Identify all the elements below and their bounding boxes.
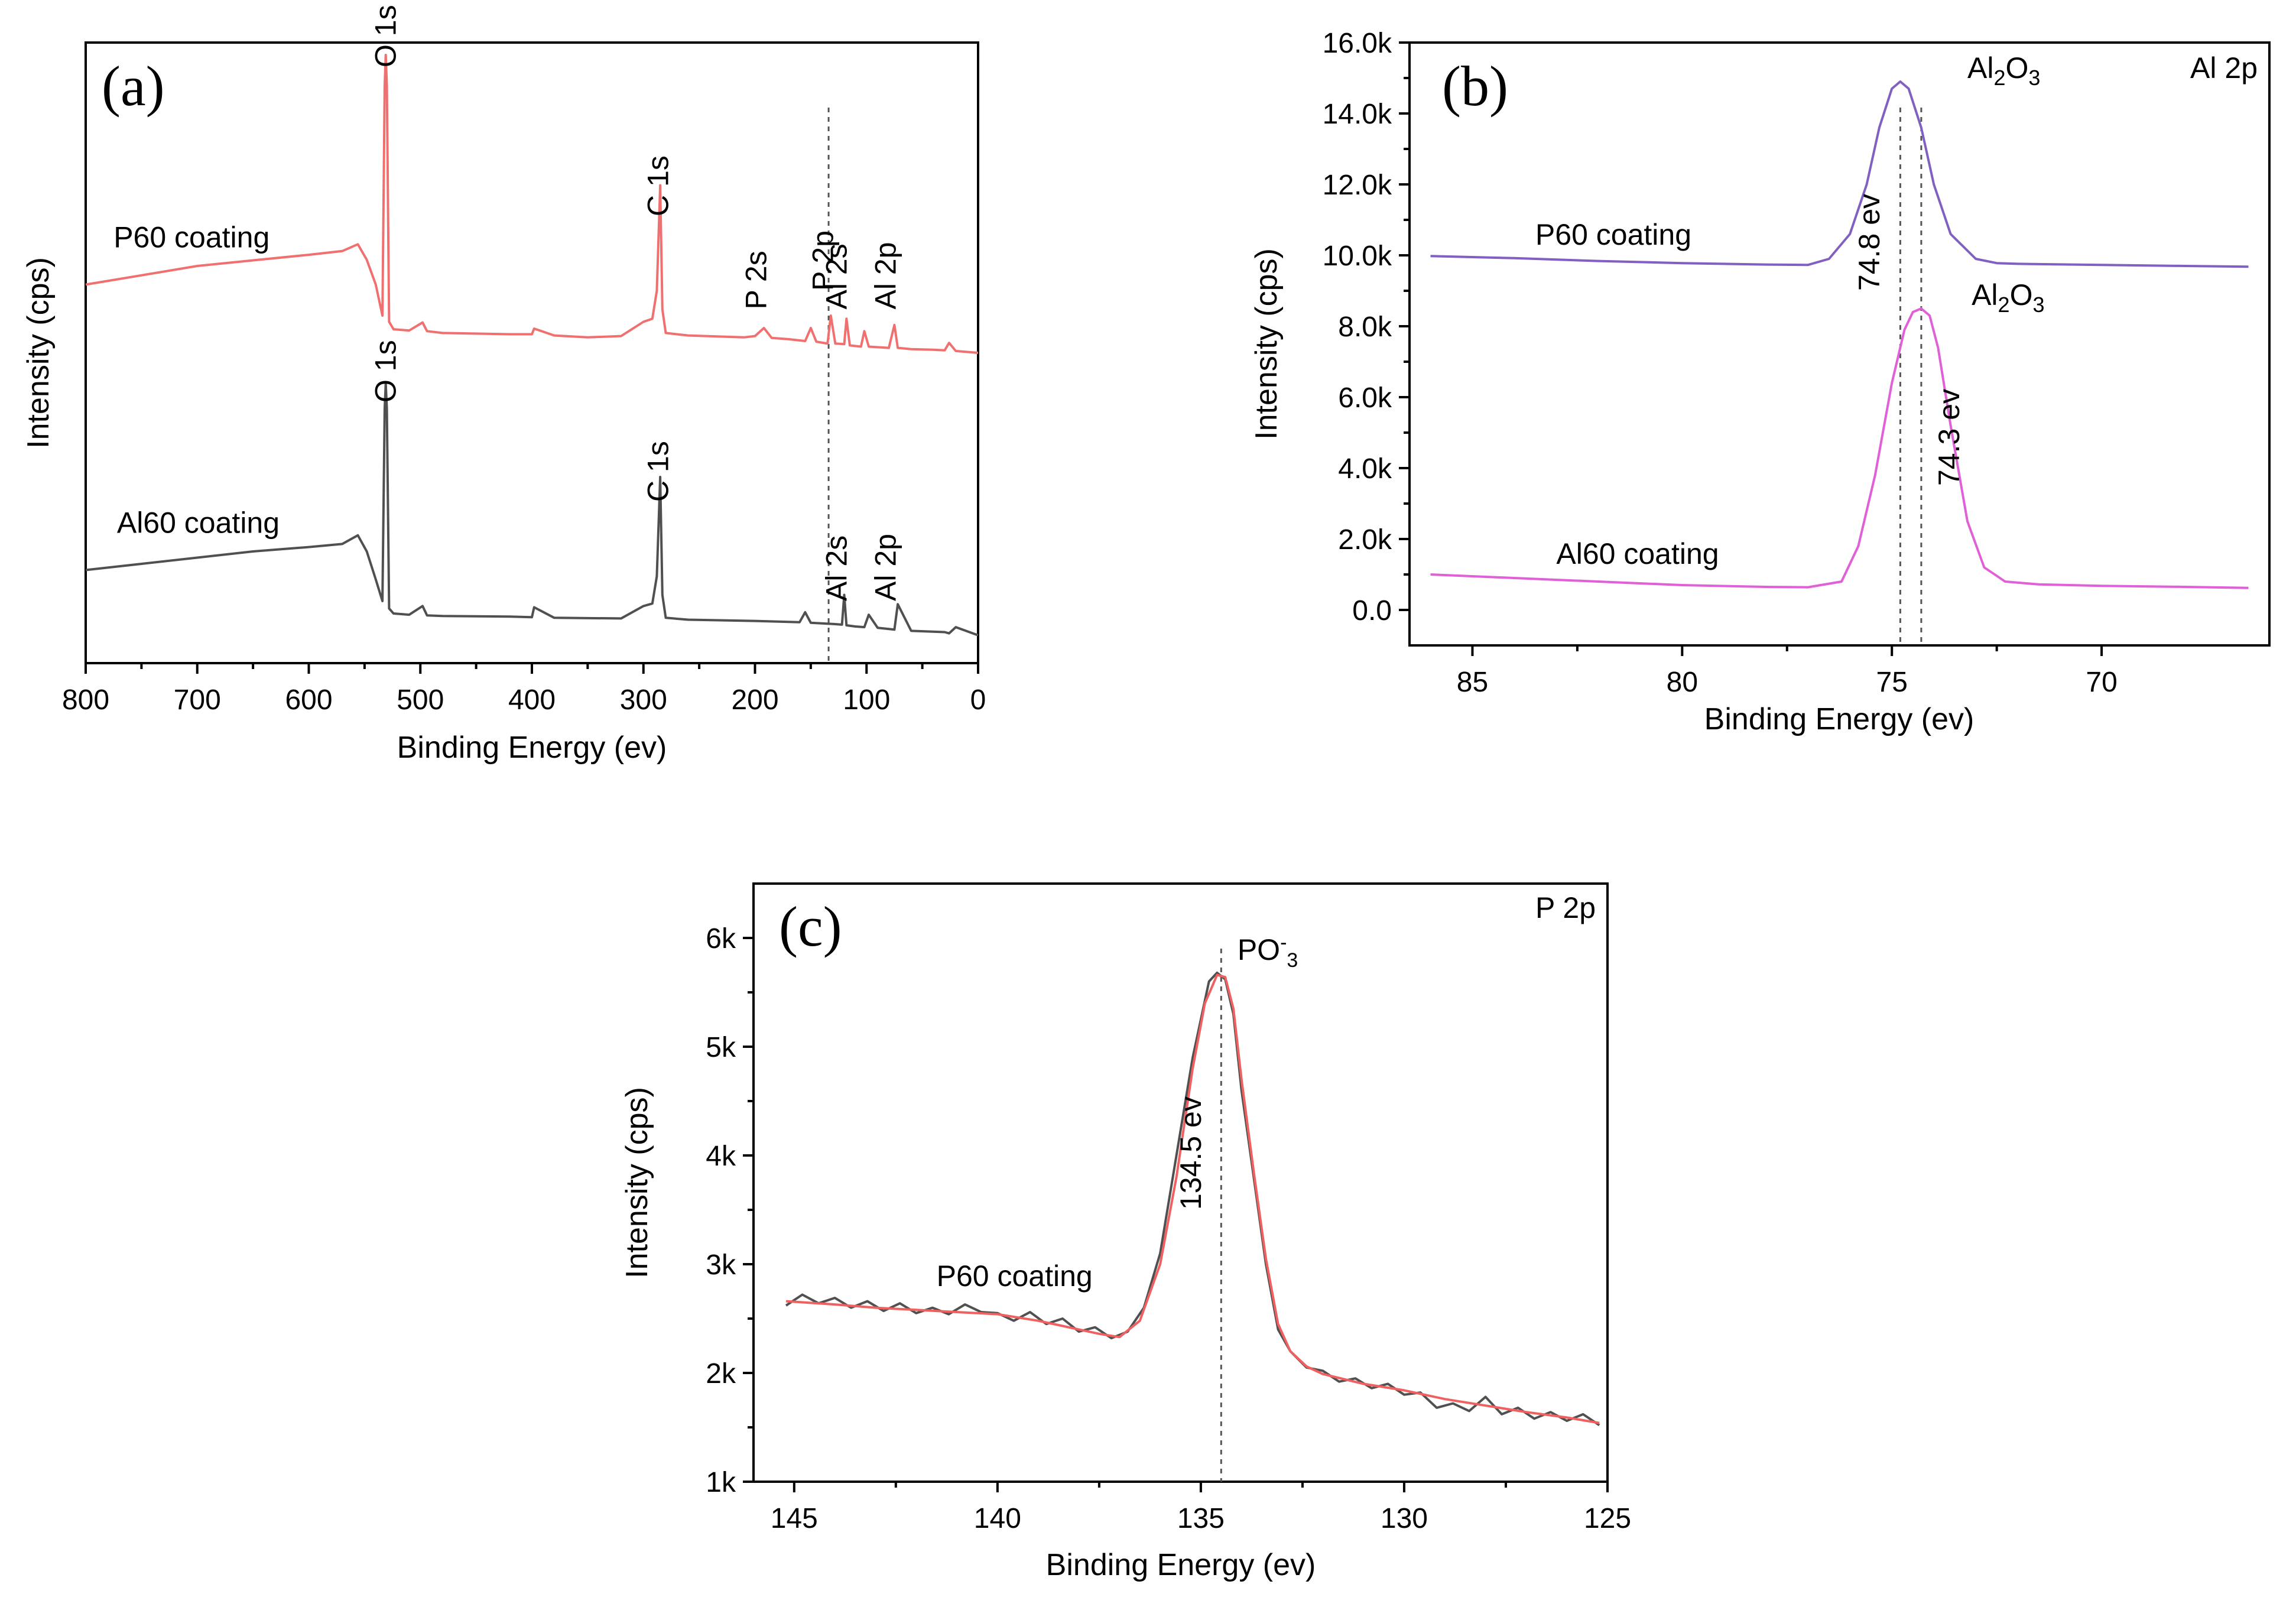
y-tick-label: 2k — [706, 1358, 736, 1390]
x-tick-label: 0 — [970, 684, 986, 716]
panel-b-corner-label: Al 2p — [2190, 51, 2258, 85]
y-tick-label: 0.0 — [1352, 595, 1392, 626]
x-tick-label: 140 — [974, 1503, 1021, 1534]
panel-c-annotations: PO-3 134.5 ev P60 coating — [937, 931, 1298, 1293]
x-tick-label: 800 — [62, 684, 109, 716]
panel-a-x-axis-title: Binding Energy (ev) — [397, 731, 667, 765]
x-tick-label: 145 — [771, 1503, 818, 1534]
series-label-al60-coating: Al60 coating — [117, 507, 280, 540]
panel-c-plot-frame — [752, 882, 1609, 1483]
y-tick-label: 4k — [706, 1141, 736, 1172]
x-tick-label: 85 — [1457, 667, 1488, 698]
series-p60-coating-fit — [785, 973, 1600, 1424]
x-tick-label: 75 — [1876, 667, 1908, 698]
y-tick-label: 14.0k — [1323, 99, 1392, 130]
panel-a-x-axis: 800 700 600 500 400 300 200 100 0 — [62, 663, 986, 716]
peak-label-74-8-ev: 74.8 ev — [1853, 194, 1886, 291]
series-label-p60-coating: P60 coating — [113, 221, 269, 254]
y-tick-label: 16.0k — [1323, 28, 1392, 59]
series-label-p60-coating: P60 coating — [937, 1259, 1093, 1293]
y-tick-label: 10.0k — [1323, 241, 1392, 272]
series-p60-coating — [1430, 80, 2249, 268]
panel-a-curves — [85, 54, 979, 663]
y-tick-label: 1k — [706, 1467, 736, 1498]
peak-label-al-2s: Al 2s — [820, 535, 853, 601]
x-tick-label: 130 — [1381, 1503, 1428, 1534]
series-label-al60-coating: Al60 coating — [1556, 537, 1719, 570]
y-tick-label: 12.0k — [1323, 170, 1392, 201]
series-al60-coating — [1430, 307, 2249, 589]
y-tick-label: 6.0k — [1338, 382, 1392, 414]
x-tick-label: 600 — [285, 684, 332, 716]
peak-label-c-1s: C 1s — [641, 441, 674, 502]
peak-label-p-2s: P 2s — [739, 251, 772, 309]
peak-label-p-2p: P 2p — [807, 231, 840, 291]
x-tick-label: 700 — [174, 684, 221, 716]
panel-b-x-axis-title: Binding Energy (ev) — [1704, 702, 1975, 736]
series-label-p60-coating: P60 coating — [1535, 218, 1691, 251]
y-tick-label: 8.0k — [1338, 311, 1392, 343]
panel-c-y-axis-title: Intensity (cps) — [620, 1087, 654, 1278]
peak-label-po-3: PO-3 — [1238, 931, 1298, 972]
panel-b-al2p-spectrum: 85 80 75 70 0.0 2.0k 4.0k 6.0k 8.0k 10.0k 12.0k 14.… — [1249, 28, 2271, 736]
x-tick-label: 100 — [843, 684, 890, 716]
peak-label-al-2s: Al 2s — [820, 244, 853, 309]
panel-c-label: (c) — [779, 895, 842, 958]
y-tick-label: 3k — [706, 1249, 736, 1281]
panel-b-plot-frame — [1408, 41, 2271, 647]
x-tick-label: 500 — [397, 684, 444, 716]
x-tick-label: 135 — [1177, 1503, 1225, 1534]
peak-label-al2o3: Al2O3 — [1967, 51, 2040, 90]
panel-a-label: (a) — [102, 54, 165, 118]
x-tick-label: 400 — [508, 684, 556, 716]
panel-b-annotations: Al2O3 74.8 ev Al2O3 74.3 ev P60 coating Al60 … — [1535, 51, 2045, 570]
x-tick-label: 125 — [1584, 1503, 1631, 1534]
panel-a-survey-spectrum: 800 700 600 500 400 300 200 100 0 O 1s C 1s P 2s P … — [21, 5, 986, 765]
y-tick-label: 4.0k — [1338, 453, 1392, 485]
panel-c-corner-label: P 2p — [1535, 891, 1596, 924]
series-p60-coating — [85, 54, 979, 354]
panel-a-y-axis-title: Intensity (cps) — [21, 257, 56, 449]
panel-b-curves — [1430, 80, 2249, 645]
x-tick-label: 70 — [2086, 667, 2117, 698]
panel-c-x-axis-title: Binding Energy (ev) — [1046, 1548, 1316, 1582]
y-tick-label: 2.0k — [1338, 524, 1392, 556]
peak-label-134-5-ev: 134.5 ev — [1174, 1096, 1207, 1210]
series-al60-coating — [85, 382, 979, 637]
y-tick-label: 5k — [706, 1032, 736, 1063]
y-tick-label: 6k — [706, 923, 736, 955]
peak-label-o-1s: O 1s — [369, 5, 402, 67]
panel-b-label: (b) — [1442, 54, 1508, 118]
x-tick-label: 300 — [620, 684, 667, 716]
peak-label-c-1s: C 1s — [641, 155, 674, 216]
peak-label-al-2p: Al 2p — [869, 534, 902, 601]
panel-b-axes: 85 80 75 70 0.0 2.0k 4.0k 6.0k 8.0k 10.0k 12.0k 14.… — [1323, 28, 2118, 698]
x-tick-label: 80 — [1667, 667, 1698, 698]
panel-c-axes: 145 140 135 130 125 1k 2k 3k 4k 5k 6k — [706, 923, 1631, 1534]
peak-label-o-1s: O 1s — [369, 340, 402, 402]
x-tick-label: 200 — [731, 684, 778, 716]
panel-b-y-axis-title: Intensity (cps) — [1249, 248, 1284, 440]
peak-label-al-2p: Al 2p — [869, 242, 902, 310]
panel-c-p2p-spectrum: 145 140 135 130 125 1k 2k 3k 4k 5k 6k PO-3 134.5 ev… — [620, 882, 1631, 1582]
panel-c-curves — [785, 949, 1600, 1482]
series-p60-coating-measured — [785, 971, 1600, 1426]
peak-label-al2o3: Al2O3 — [1972, 278, 2044, 317]
peak-label-74-3-ev: 74.3 ev — [1933, 389, 1966, 486]
